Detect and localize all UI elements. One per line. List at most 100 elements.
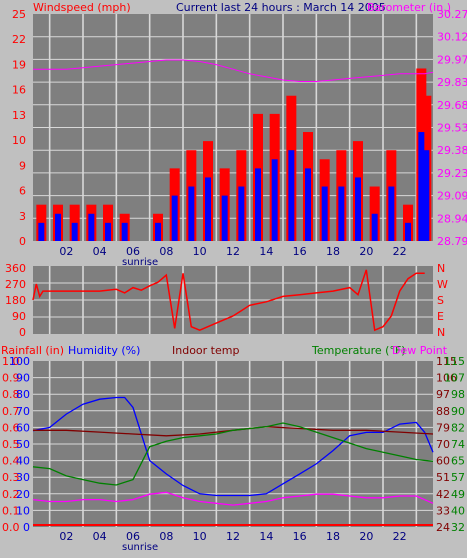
humidity-tick: 30 [16,471,30,484]
wind-average-bar [188,186,195,241]
humidity-tick: 100 [9,355,30,368]
temperature-tick-b: 65 [451,455,465,468]
wind-bars [36,68,432,241]
temperature-tick-a: 70 [436,438,450,451]
windspeed-tick: 3 [19,210,26,223]
windspeed-tick: 19 [12,58,26,71]
x-tick-label: 02 [59,245,73,258]
windspeed-tick: 22 [12,33,26,46]
windspeed-tick: 10 [12,134,26,147]
sunrise-label-bottom: sunrise [122,542,158,553]
windspeed-tick: 16 [12,84,26,97]
rainfall-tick: 0.8 [2,388,20,401]
humidity-tick-labels: 0 10 20 30 40 50 60 70 80 90 100 [9,355,30,534]
temperature-tick-b: 49 [451,488,465,501]
wind-average-bar [371,213,378,241]
dew-point-line [32,491,434,506]
windspeed-tick: 9 [19,159,26,172]
x-tick-label: 18 [326,530,340,543]
wind-average-bar [255,168,261,241]
chart-title: Current last 24 hours : March 14 2005 [176,1,386,14]
windspeed-tick-labels: 0 3 6 9 10 13 16 19 22 25 [12,8,26,248]
x-tick-label: 06 [126,245,140,258]
indoor-temp-header: Indoor temp [172,344,239,357]
temperature-tick-a: 51 [436,471,450,484]
barometer-tick: 29.09 [437,190,467,203]
direction-grid [33,266,433,334]
x-tick-label: 16 [293,530,307,543]
direction-compass-tick: E [437,310,444,323]
rainfall-tick: 0.1 [2,504,20,517]
temperature-tick-a: 88 [436,405,450,418]
wind-grid [33,14,433,241]
direction-degree-tick: 90 [12,310,26,323]
temperature-tick-b: 40 [451,504,465,517]
humidity-header: Humidity (%) [68,344,140,357]
rainfall-tick: 1.0 [2,355,20,368]
temperature-tick-b: 74 [451,438,465,451]
temperature-tick-a: 106 [436,372,457,385]
rainfall-tick: 0.0 [2,521,20,534]
rainfall-tick: 0.5 [2,438,20,451]
barometer-axis-title: Barometer (in.) [367,1,451,14]
sunrise-label-top: sunrise [122,257,158,268]
x-tick-label: 20 [359,530,373,543]
x-tick-label: 14 [259,530,273,543]
windspeed-tick: 13 [12,109,26,122]
barometer-tick: 29.38 [437,144,467,157]
x-tick-label: 14 [259,245,273,258]
rainfall-tick: 0.6 [2,421,20,434]
x-tick-label: 08 [159,530,173,543]
dew-point-header: Dew Point [392,344,448,357]
temperature-tick-b: 98 [451,388,465,401]
windspeed-axis-title: Windspeed (mph) [33,1,131,14]
direction-degree-tick: 360 [5,262,26,275]
barometer-tick: 29.23 [437,167,467,180]
humidity-tick: 10 [16,504,30,517]
barometer-tick: 29.68 [437,99,467,112]
wind-average-bar [271,159,278,241]
wind-average-bar [71,222,78,241]
rainfall-tick: 0.4 [2,455,20,468]
temperature-tick-b: 107 [444,372,465,385]
temperature-line [32,422,434,486]
humidity-tick: 40 [16,455,30,468]
wind-direction-line [32,269,425,332]
wind-average-bar [155,222,161,241]
windspeed-tick: 25 [12,8,26,21]
wind-average-bar [105,222,111,241]
direction-degree-tick-labels: 0 90 180 270 360 [5,262,26,339]
x-tick-label: 18 [326,245,340,258]
barometer-tick: 29.53 [437,122,467,135]
wind-average-bar [238,186,245,241]
wind-average-bar [221,195,228,241]
wind-average-bar [88,213,95,241]
wind-average-bar [305,168,311,241]
wind-average-bar [388,186,395,241]
windspeed-tick: 6 [19,185,26,198]
temperature-tick-b: 32 [451,521,465,534]
temperature-tick-a: 33 [436,504,450,517]
x-tick-label: 04 [93,245,107,258]
humidity-tick: 80 [16,388,30,401]
wind-average-bar [338,186,345,241]
temperature-tick-a: 97 [436,388,450,401]
direction-compass-tick: N [437,262,445,275]
x-tick-label: 08 [159,245,173,258]
wind-average-bar [355,177,361,241]
wind-average-bar [405,222,411,241]
weather-x-tick-labels: 02 04 06 08 10 12 14 16 18 20 22 [59,530,406,543]
temperature-tick-b: 57 [451,471,465,484]
wind-average-bar [38,222,45,241]
x-tick-label: 10 [193,245,207,258]
x-tick-label: 22 [393,245,407,258]
barometer-tick-labels: 28.79 28.94 29.09 29.23 29.38 29.53 29.68 29.83… [437,8,467,248]
humidity-line [32,396,434,497]
temperature-tick-b: 82 [451,421,465,434]
wind-average-bar [423,150,430,241]
x-tick-label: 04 [93,530,107,543]
rainfall-header: Rainfall (in) [1,344,64,357]
rainfall-tick: 0.2 [2,488,20,501]
barometer-tick: 30.27 [437,8,467,21]
